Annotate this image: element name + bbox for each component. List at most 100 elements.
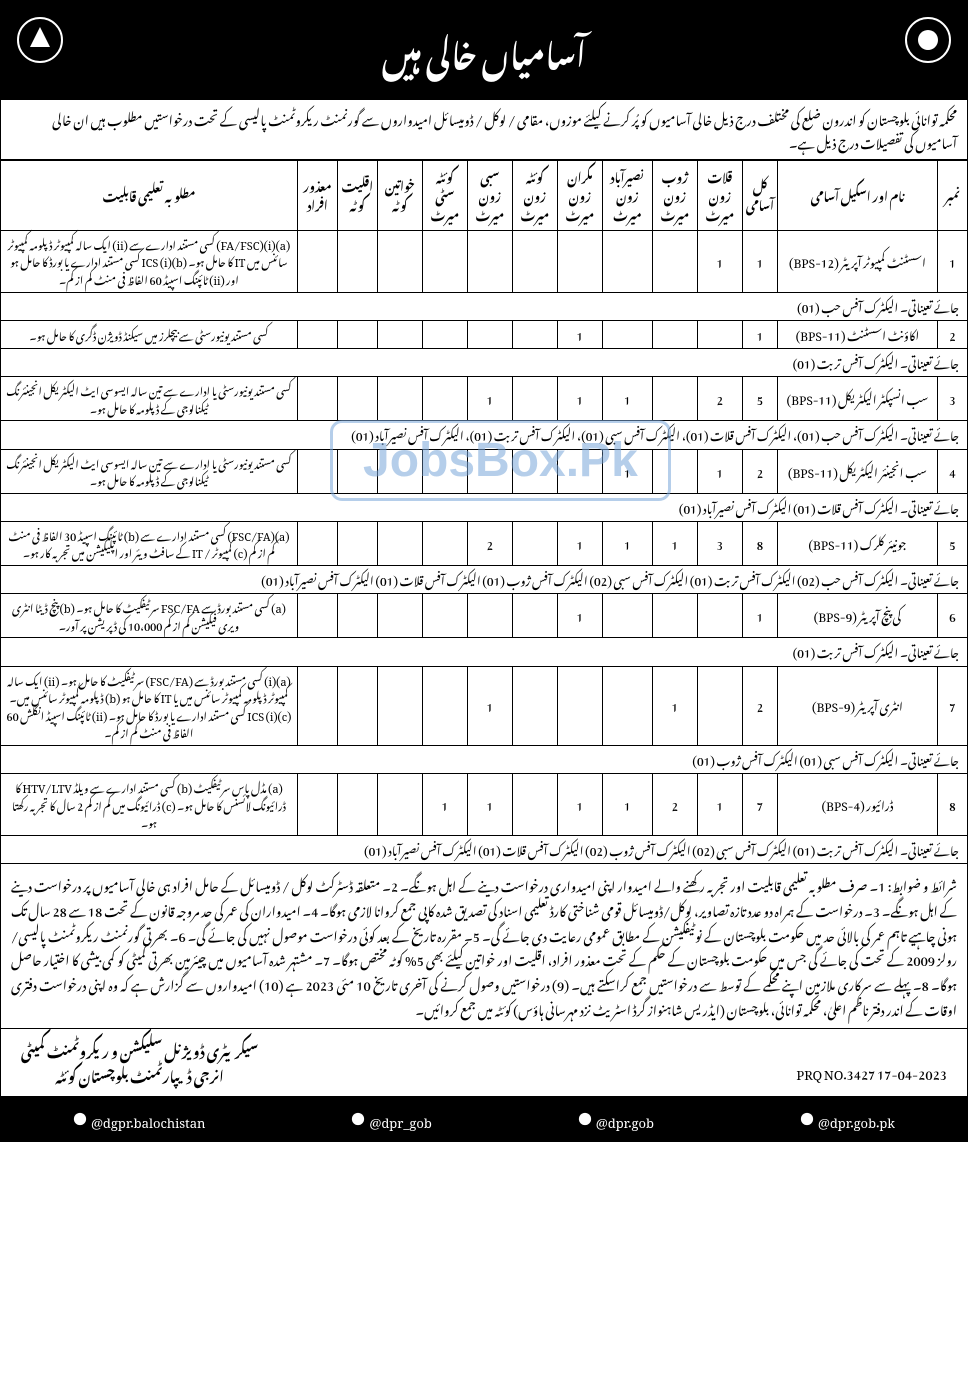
- cell-quetta: [512, 774, 557, 836]
- cell-qalat: 2: [697, 377, 742, 421]
- cell-minority: [337, 320, 377, 348]
- cell-disabled: [297, 320, 337, 348]
- social-handle-3: @dpr.gob: [578, 1103, 654, 1136]
- cell-qalat: [697, 320, 742, 348]
- cell-quetta: [512, 594, 557, 638]
- govt-emblem-right: [903, 5, 953, 55]
- col-qual: مطلوبہ تعلیمی قابلیت: [1, 160, 298, 230]
- cell-total: 1: [742, 230, 777, 292]
- cell-sibi: [467, 594, 512, 638]
- cell-total: 2: [742, 449, 777, 493]
- cell-disabled: [297, 230, 337, 292]
- cell-post: ڈرائیور (BPS-4): [778, 774, 938, 836]
- cell-num: 4: [938, 449, 968, 493]
- cell-quetta-city: 1: [422, 774, 467, 836]
- cell-women: [377, 521, 422, 565]
- cell-disabled: [297, 666, 337, 745]
- cell-minority: [337, 666, 377, 745]
- cell-women: [377, 666, 422, 745]
- social-handle-1: @dgpr.balochistan: [73, 1103, 206, 1136]
- col-num: نمبر: [938, 160, 968, 230]
- cell-num: 7: [938, 666, 968, 745]
- table-row: 8ڈرائیور (BPS-4)7121111(a) مڈل پاس سرٹیف…: [1, 774, 968, 836]
- cell-naseer: [602, 320, 652, 348]
- cell-qual: (a)(FSC/FA) کسی مستند ادارے سے (b) ٹائپن…: [1, 521, 298, 565]
- social-footer: @dgpr.balochistan @dpr_gob @dpr.gob @dpr…: [0, 1097, 968, 1142]
- posting-cell: جائے تعیناتی۔ الیکٹرک آفس تربت (01): [1, 348, 968, 376]
- cell-zhob: 1: [652, 521, 697, 565]
- cell-minority: [337, 449, 377, 493]
- col-makran: مکران زون میرٹ: [557, 160, 602, 230]
- cell-quetta: [512, 230, 557, 292]
- social-handle-4: @dpr.gob.pk: [800, 1103, 895, 1136]
- col-quetta: کوئٹہ زون میرٹ: [512, 160, 557, 230]
- cell-naseer: 1: [602, 774, 652, 836]
- cell-qalat: [697, 666, 742, 745]
- cell-disabled: [297, 774, 337, 836]
- cell-post: انٹری آپریٹر (BPS-9): [778, 666, 938, 745]
- cell-qalat: 1: [697, 230, 742, 292]
- cell-minority: [337, 774, 377, 836]
- cell-post: سب انجینئر الیکٹریکل (BPS-11): [778, 449, 938, 493]
- header-bar: آسامیاں خالی ہیں: [0, 0, 968, 100]
- cell-naseer: [602, 594, 652, 638]
- cell-zhob: [652, 320, 697, 348]
- col-naseer: نصیرآباد زون میرٹ: [602, 160, 652, 230]
- cell-qalat: 3: [697, 521, 742, 565]
- cell-makran: 1: [557, 377, 602, 421]
- cell-sibi: 2: [467, 521, 512, 565]
- cell-post: سب انسپکٹر الیکٹریکل (BPS-11): [778, 377, 938, 421]
- cell-post: جونیئر کلرک (BPS-11): [778, 521, 938, 565]
- prq-number: PRQ NO.3427 17-04-2023: [796, 1055, 947, 1088]
- col-women: خواتین کوٹہ: [377, 160, 422, 230]
- cell-zhob: [652, 594, 697, 638]
- col-disabled: معذور افراد: [297, 160, 337, 230]
- cell-women: [377, 320, 422, 348]
- table-row: 3سب انسپکٹر الیکٹریکل (BPS-11)52111کسی م…: [1, 377, 968, 421]
- cell-num: 2: [938, 320, 968, 348]
- cell-post: کی پنچ آپریٹر (BPS-9): [778, 594, 938, 638]
- cell-disabled: [297, 594, 337, 638]
- table-row: 7انٹری آپریٹر (BPS-9)211(a)(i) کسی مستند…: [1, 666, 968, 745]
- cell-total: 8: [742, 521, 777, 565]
- col-quetta-city: کوئٹہ سٹی میرٹ: [422, 160, 467, 230]
- cell-makran: [557, 449, 602, 493]
- posting-row: جائے تعیناتی۔ الیکٹرک آفس سبی (01) الیکٹ…: [1, 746, 968, 774]
- cell-qual: (a) کسی مستند بورڈ سے FSC/FA سرٹیفکیٹ کا…: [1, 594, 298, 638]
- col-post: نام اور اسکیل آسامی: [778, 160, 938, 230]
- cell-quetta: [512, 666, 557, 745]
- posting-cell: جائے تعیناتی۔ الیکٹرک آفس حب (01)، الیکٹ…: [1, 421, 968, 449]
- signature-line2: انرجی ڈیپارٹمنٹ بلوچستان کوئٹہ: [21, 1062, 258, 1087]
- posting-cell: جائے تعیناتی۔ الیکٹرک آفس حب (01): [1, 292, 968, 320]
- posting-cell: جائے تعیناتی۔ الیکٹرک آفس سبی (01) الیکٹ…: [1, 746, 968, 774]
- header-title: آسامیاں خالی ہیں: [382, 10, 586, 90]
- posting-cell: جائے تعیناتی۔ الیکٹرک آفس تربت (01): [1, 638, 968, 666]
- cell-makran: 1: [557, 774, 602, 836]
- cell-makran: 1: [557, 320, 602, 348]
- cell-naseer: [602, 666, 652, 745]
- cell-post: اسسٹنٹ کمپیوٹر آپریٹر (BPS-12): [778, 230, 938, 292]
- cell-zhob: 2: [652, 774, 697, 836]
- cell-qual: کسی مستند یونیورسٹی سے بیچلرز میں سیکنڈ …: [1, 320, 298, 348]
- cell-quetta: [512, 449, 557, 493]
- cell-makran: [557, 230, 602, 292]
- intro-text: محکمہ توانائی بلوچستان کو اندرون ضلع کی …: [0, 100, 968, 160]
- cell-sibi: 1: [467, 666, 512, 745]
- posting-cell: جائے تعیناتی۔ الیکٹرک آفس قلات (01) الیک…: [1, 493, 968, 521]
- cell-qual: کسی مستند یونیورسٹی یا ادارے سے تین سالہ…: [1, 449, 298, 493]
- cell-quetta: [512, 377, 557, 421]
- cell-sibi: [467, 320, 512, 348]
- cell-qual: (a)(i)(FA/FSC) کسی مستند ادارے سے (ii) ا…: [1, 230, 298, 292]
- cell-makran: [557, 666, 602, 745]
- cell-post: اکاؤنٹ اسسٹنٹ (BPS-11): [778, 320, 938, 348]
- signature-text: سیکریٹری ڈویژنل سلیکشن و ریکروٹمنٹ کمیٹی…: [21, 1037, 258, 1087]
- posting-cell: جائے تعیناتی۔ الیکٹرک آفس تربت (01) الیک…: [1, 835, 968, 863]
- cell-qual: (a) مڈل پاس سرٹیفکیٹ (b) کسی مستند ادارے…: [1, 774, 298, 836]
- cell-women: [377, 594, 422, 638]
- cell-naseer: 1: [602, 377, 652, 421]
- cell-zhob: [652, 377, 697, 421]
- cell-quetta: [512, 320, 557, 348]
- cell-makran: 1: [557, 594, 602, 638]
- cell-disabled: [297, 521, 337, 565]
- cell-sibi: 1: [467, 377, 512, 421]
